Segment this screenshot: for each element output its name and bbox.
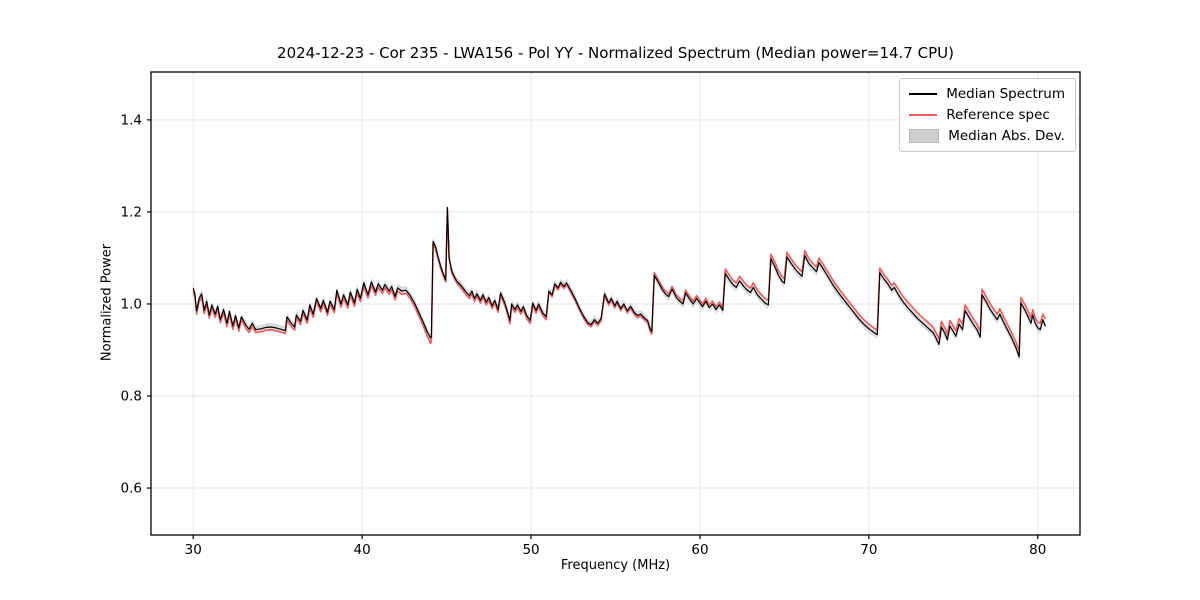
x-axis-label: Frequency (MHz) [560, 558, 671, 573]
y-tick-label: 1.0 [121, 296, 142, 312]
legend-line-swatch [909, 114, 938, 116]
legend-label: Median Abs. Dev. [948, 128, 1065, 144]
x-tick-label: 60 [691, 542, 708, 558]
x-tick-label: 40 [354, 542, 371, 558]
mad-band [193, 203, 1046, 361]
legend-label: Reference spec [946, 107, 1050, 123]
x-tick-label: 50 [522, 542, 539, 558]
legend-item: Median Spectrum [909, 86, 1065, 102]
legend-patch-swatch [909, 129, 940, 143]
x-tick-label: 30 [185, 542, 202, 558]
legend-item: Reference spec [909, 107, 1065, 123]
x-tick-label: 80 [1029, 542, 1046, 558]
legend-line-swatch [909, 93, 938, 95]
y-tick-label: 0.8 [121, 389, 142, 405]
y-tick-label: 0.6 [121, 481, 142, 497]
y-tick-label: 1.4 [121, 112, 142, 128]
chart-title: 2024-12-23 - Cor 235 - LWA156 - Pol YY -… [277, 44, 954, 62]
legend-label: Median Spectrum [946, 86, 1065, 102]
median-spectrum-line [192, 206, 1046, 358]
y-axis-label: Normalized Power [99, 243, 115, 362]
y-tick-label: 1.2 [121, 204, 142, 220]
x-tick-label: 70 [860, 542, 877, 558]
reference-spec-line [192, 208, 1047, 352]
legend-item: Median Abs. Dev. [909, 128, 1065, 144]
legend: Median Spectrum Reference spec Median Abs.… [899, 78, 1076, 152]
